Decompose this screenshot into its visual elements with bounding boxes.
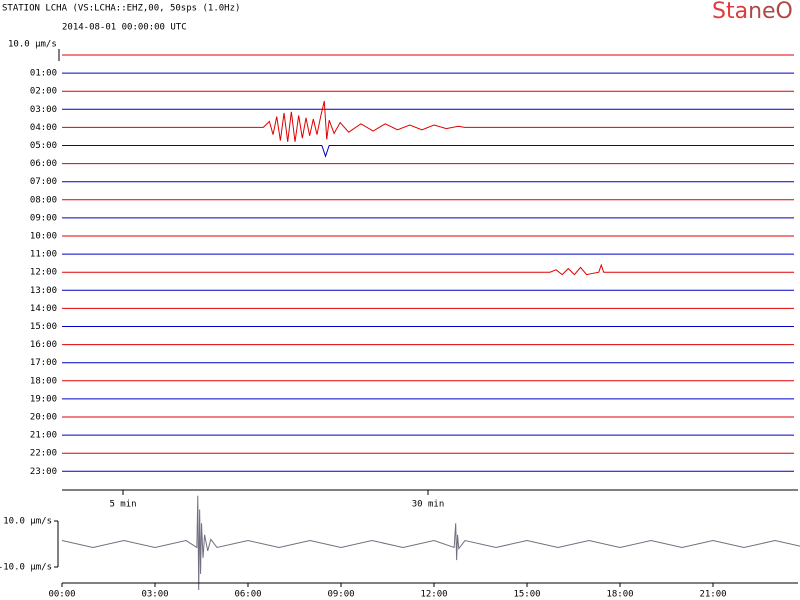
x-tick-label: 06:00 [234, 590, 261, 600]
logo-part: neO [748, 0, 793, 24]
x-tick-label: 00:00 [48, 590, 75, 600]
row-label: 19:00 [30, 394, 57, 404]
trace [62, 263, 794, 276]
row-label: 04:00 [30, 123, 57, 133]
row-label: 21:00 [30, 431, 57, 441]
x-tick-label: 15:00 [513, 590, 540, 600]
row-label: 15:00 [30, 322, 57, 332]
row-label: 06:00 [30, 159, 57, 169]
row-label: 14:00 [30, 304, 57, 314]
row-label: 09:00 [30, 213, 57, 223]
x-tick-label: 09:00 [327, 590, 354, 600]
x-tick-label: 5 min [109, 500, 136, 510]
y-tick-label: 10.0 μm/s [3, 517, 52, 527]
row-label: 02:00 [30, 87, 57, 97]
row-label: 11:00 [30, 250, 57, 260]
x-tick-label: 21:00 [699, 590, 726, 600]
scale-label: 10.0 μm/s [8, 40, 57, 50]
row-label: 20:00 [30, 413, 57, 423]
row-label: 22:00 [30, 449, 57, 459]
row-label: 05:00 [30, 141, 57, 151]
logo: StaneO [712, 0, 793, 24]
row-label: 13:00 [30, 286, 57, 296]
row-label: 12:00 [30, 268, 57, 278]
y-tick-label: -10.0 μm/s [0, 563, 52, 573]
x-tick-label: 18:00 [606, 590, 633, 600]
start-time: 2014-08-01 00:00:00 UTC [62, 23, 187, 33]
x-tick-label: 12:00 [420, 590, 447, 600]
row-label: 08:00 [30, 195, 57, 205]
x-tick-label: 03:00 [141, 590, 168, 600]
logo-part: Sta [712, 0, 748, 24]
row-label: 03:00 [30, 105, 57, 115]
row-label: 18:00 [30, 376, 57, 386]
row-label: 23:00 [30, 467, 57, 477]
x-tick-label: 30 min [412, 500, 445, 510]
trace [62, 100, 794, 142]
trace [62, 145, 794, 158]
row-label: 10:00 [30, 232, 57, 242]
row-label: 17:00 [30, 358, 57, 368]
row-label: 16:00 [30, 340, 57, 350]
station-title: STATION LCHA (VS:LCHA::EHZ,00, 50sps (1.… [2, 4, 240, 14]
row-label: 01:00 [30, 69, 57, 79]
overview-trace [61, 495, 800, 591]
row-label: 07:00 [30, 177, 57, 187]
